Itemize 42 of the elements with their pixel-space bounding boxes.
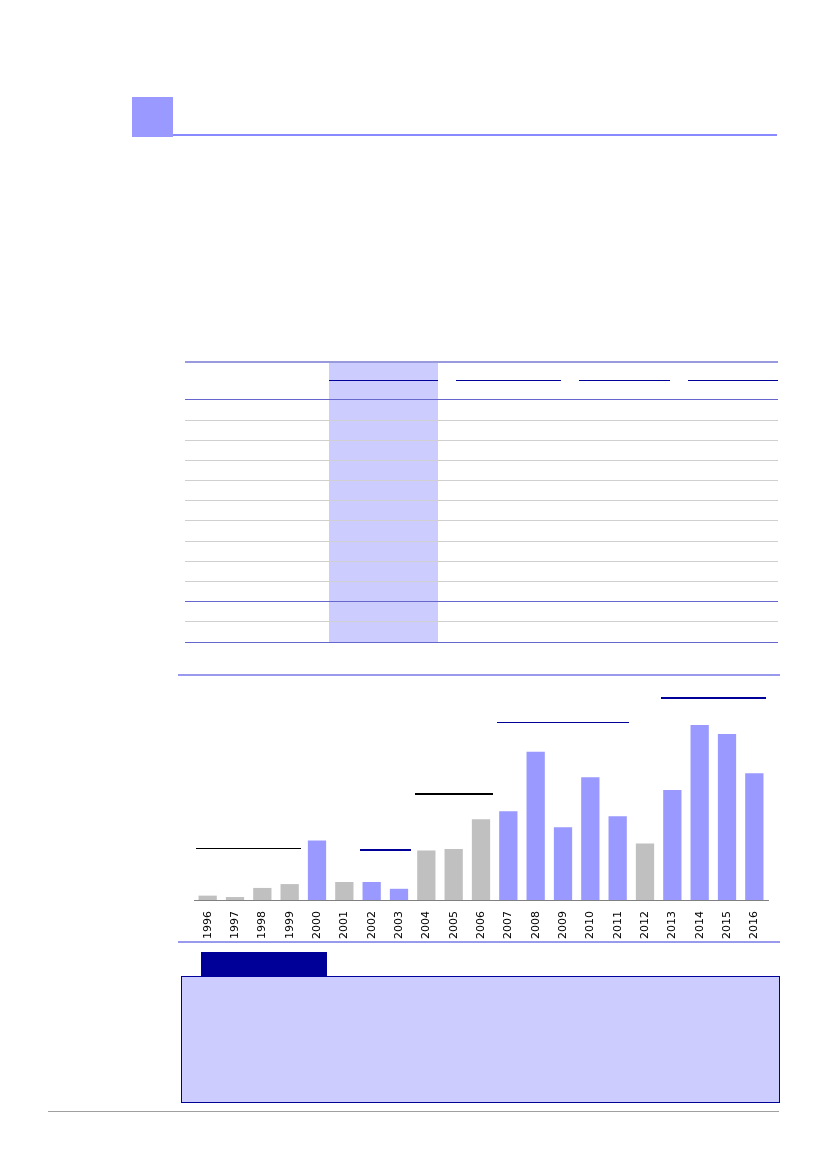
bar [389,888,409,901]
x-tick-label: 2007 [501,911,515,940]
bar [745,773,764,901]
bar [581,777,600,901]
x-tick-label: 2009 [555,911,569,940]
bar [499,811,518,901]
bar [225,897,245,901]
x-tick-label: 1997 [227,911,241,940]
x-tick-label: 2010 [583,911,597,940]
bar [608,816,627,901]
bar [335,881,354,901]
x-tick-label: 2012 [637,911,651,940]
bar [663,790,682,901]
x-tick-label: 2014 [692,911,706,940]
bar [471,819,491,901]
x-tick-label: 1998 [255,911,269,940]
x-tick-label: 2000 [309,911,323,940]
bar [253,887,272,901]
bar [526,751,545,901]
x-tick-label: 2016 [747,911,761,940]
x-tick-label: 2001 [337,911,351,940]
x-tick-label: 2006 [473,911,487,940]
x-tick-label: 2005 [446,911,460,940]
bar [690,725,709,901]
bar [717,734,737,901]
bar [307,840,327,901]
x-tick-label: 2004 [419,911,433,940]
x-tick-label: 1996 [200,911,214,940]
x-tick-label: 2013 [665,911,679,940]
bar [635,843,655,901]
x-tick-label: 2002 [364,911,378,940]
x-tick-label: 2008 [528,911,542,940]
bar [417,850,436,901]
bar [444,849,463,901]
x-tick-label: 2015 [719,911,733,940]
x-tick-label: 2011 [610,911,624,940]
bar [362,881,381,901]
bar [553,827,573,901]
x-tick-label: 1999 [282,911,296,940]
bar [280,884,299,901]
x-tick-label: 2003 [391,911,405,940]
bar [198,895,217,901]
